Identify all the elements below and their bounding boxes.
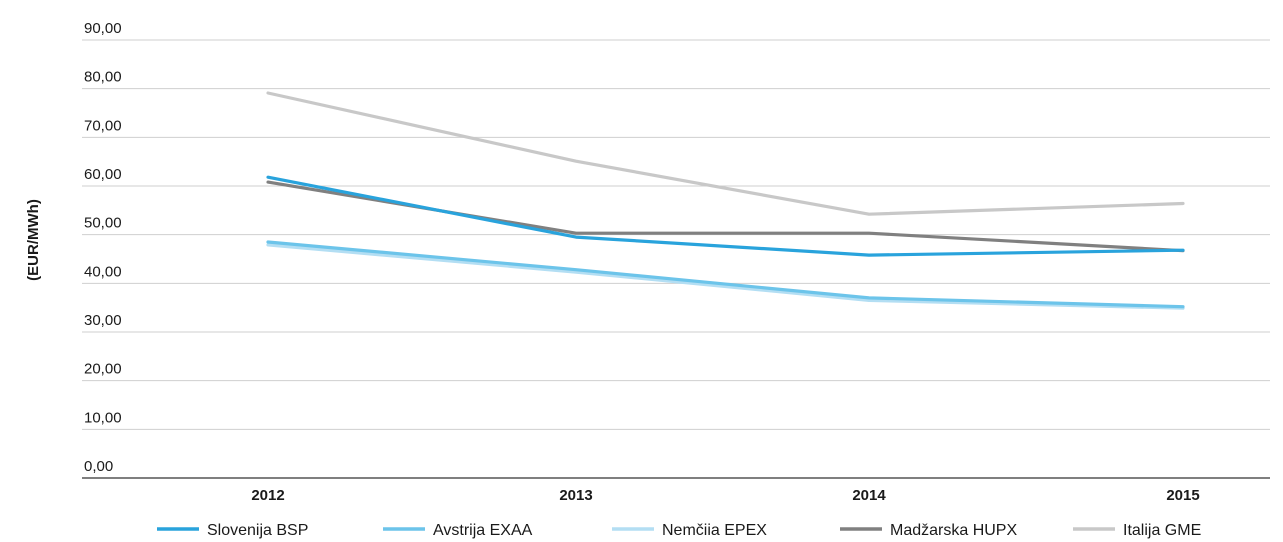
x-tick-label: 2014 [852, 487, 886, 504]
y-tick-label: 70,00 [84, 117, 122, 134]
y-tick-label: 10,00 [84, 409, 122, 426]
x-axis-labels: 2012 2013 2014 2015 [251, 487, 1199, 504]
y-tick-label: 30,00 [84, 312, 122, 329]
legend-label: Slovenija BSP [207, 522, 308, 539]
grid-layer: 0,00 10,00 20,00 30,00 40,00 50,00 60,00 70,00 8… [82, 20, 1270, 479]
y-axis-label: (EUR/MWh) [25, 199, 42, 281]
legend-label: Italija GME [1123, 522, 1201, 539]
y-tick-label: 80,00 [84, 69, 122, 86]
legend-item: Avstrija EXAA [383, 522, 533, 539]
series-line-avstrija-exaa [266, 240, 1185, 309]
legend: Slovenija BSP Avstrija EXAA Nemčiia EPEX Ma… [157, 522, 1201, 539]
series-line-nem-iia-epex [266, 243, 1185, 310]
y-tick-label: 20,00 [84, 361, 122, 378]
y-tick-label: 40,00 [84, 263, 122, 280]
series-line-italija-gme [266, 91, 1185, 216]
y-tick-label: 50,00 [84, 215, 122, 232]
legend-item: Nemčiia EPEX [612, 522, 767, 539]
legend-item: Madžarska HUPX [840, 522, 1017, 539]
series-line-mad-arska-hupx [266, 180, 1185, 253]
legend-item: Italija GME [1073, 522, 1201, 539]
y-tick-label: 0,00 [84, 458, 113, 475]
legend-label: Nemčiia EPEX [662, 522, 767, 539]
y-tick-label: 60,00 [84, 166, 122, 183]
x-tick-label: 2015 [1166, 487, 1199, 504]
legend-item: Slovenija BSP [157, 522, 308, 539]
legend-label: Madžarska HUPX [890, 522, 1017, 539]
series-line-slovenija-bsp [266, 175, 1185, 257]
x-tick-label: 2012 [251, 487, 284, 504]
legend-label: Avstrija EXAA [433, 522, 533, 539]
y-tick-label: 90,00 [84, 20, 122, 37]
series-layer [266, 91, 1185, 310]
x-tick-label: 2013 [559, 487, 592, 504]
